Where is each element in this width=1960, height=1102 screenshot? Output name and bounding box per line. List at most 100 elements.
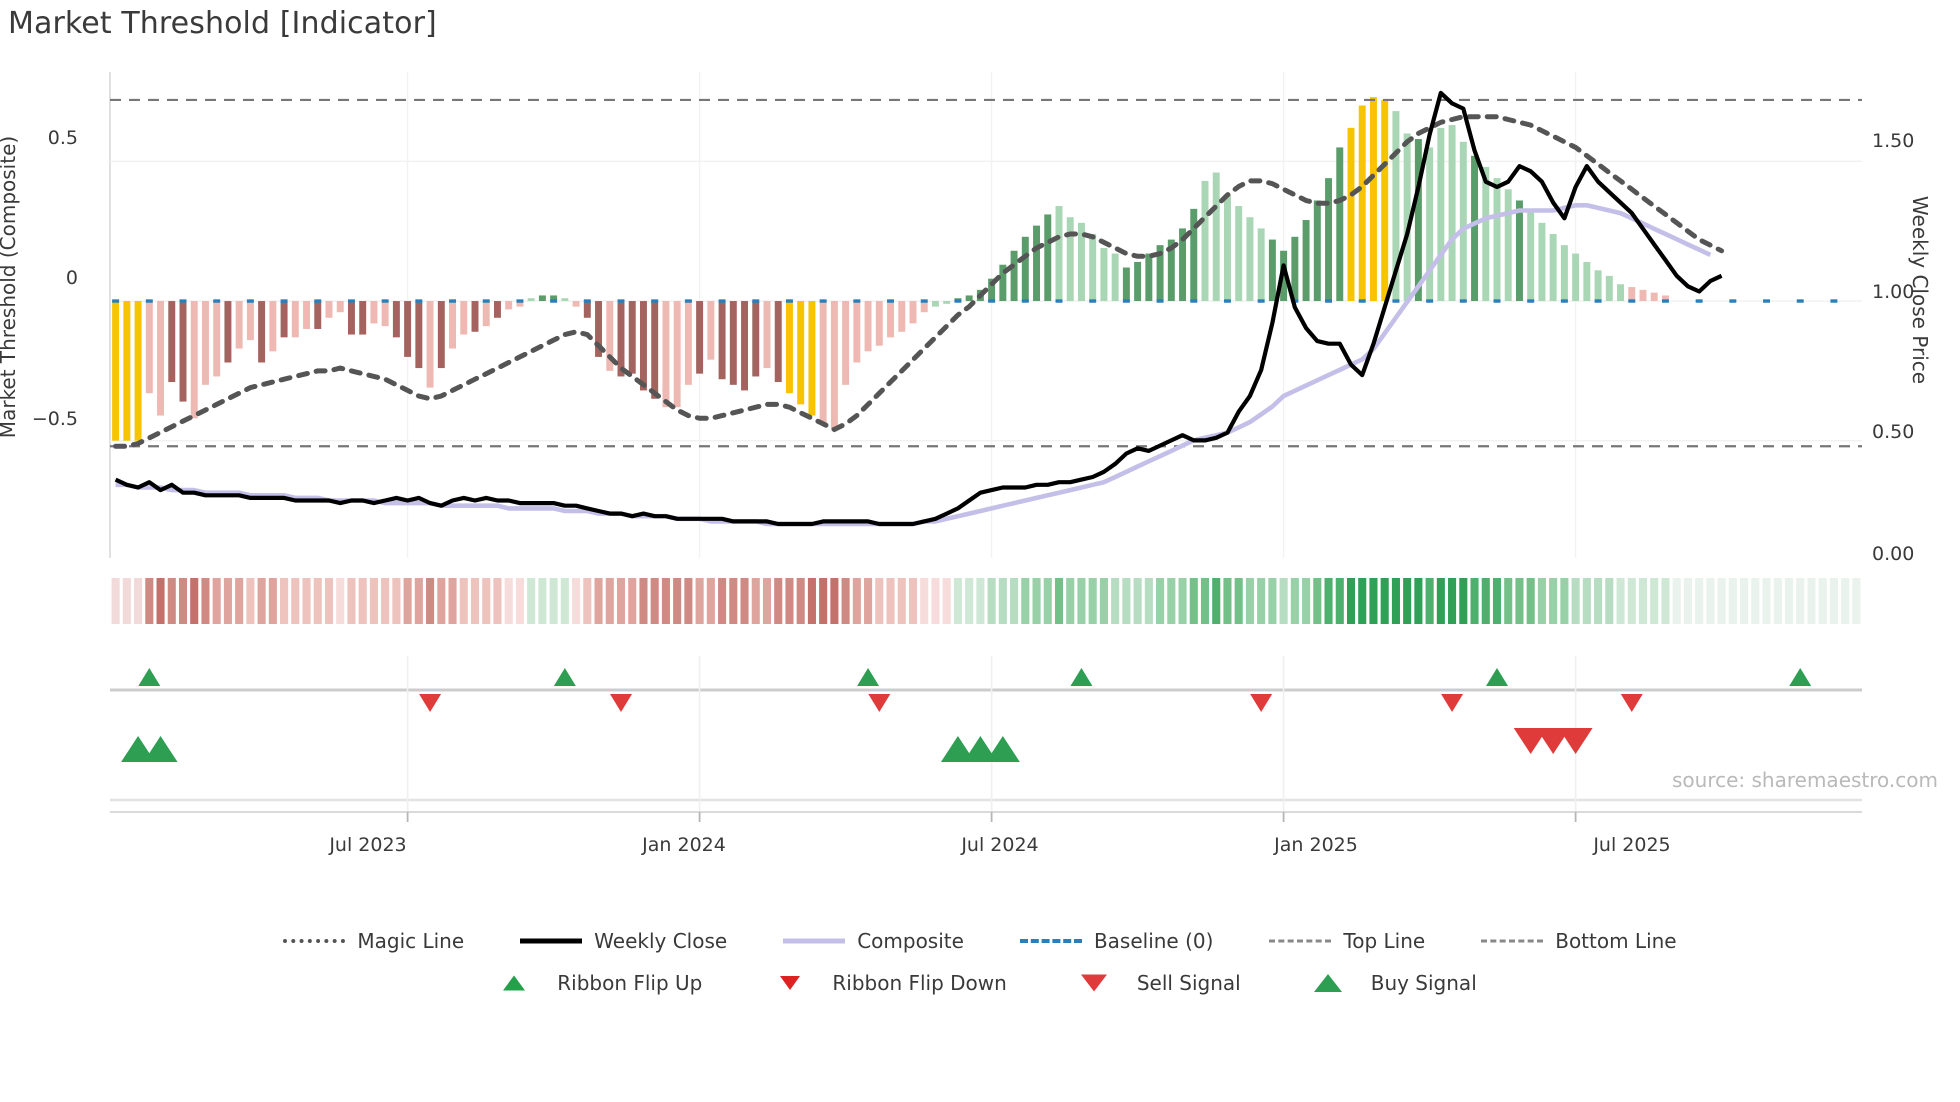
legend-row-1: Magic Line Weekly Close Composite Baseli…	[0, 920, 1960, 962]
histogram-bar	[1145, 253, 1153, 302]
ribbon-cell	[437, 578, 446, 624]
ribbon-cell	[942, 578, 951, 624]
ribbon-cell	[673, 578, 682, 624]
histogram-bar	[235, 301, 243, 349]
ribbon-cell	[1358, 578, 1367, 624]
histogram-bar	[1179, 228, 1187, 302]
ribbon-cell	[785, 578, 794, 624]
histogram-bar	[1504, 189, 1512, 302]
histogram-bar	[999, 264, 1007, 302]
legend-item-sell-signal[interactable]: Sell Signal	[1063, 971, 1241, 995]
histogram-bar	[1661, 295, 1669, 302]
legend-label: Weekly Close	[594, 929, 728, 953]
ribbon-flip-down-marker	[1441, 694, 1464, 712]
histogram-bar	[1369, 97, 1377, 302]
ribbon-cell	[897, 578, 906, 624]
histogram-bar	[943, 301, 951, 304]
histogram-bar	[516, 301, 524, 307]
ribbon-cell	[504, 578, 513, 624]
x-tick-2: Jul 2024	[961, 834, 1039, 856]
ribbon-cell	[1111, 578, 1120, 624]
histogram-bar	[1583, 261, 1591, 302]
histogram-bar	[988, 278, 996, 302]
ribbon-cell	[1661, 578, 1670, 624]
y-tick-left-2: −0.5	[31, 408, 78, 430]
histogram-bar	[1572, 253, 1580, 302]
histogram-bar	[785, 301, 793, 394]
baseline-swatch	[1019, 932, 1082, 950]
legend-item-magic-line[interactable]: Magic Line	[283, 929, 464, 953]
histogram-bar	[280, 301, 288, 338]
histogram-bar	[527, 298, 535, 302]
ribbon-cell	[470, 578, 480, 624]
ribbon-cell	[1425, 578, 1434, 624]
histogram-bar	[606, 301, 614, 371]
histogram-bar	[684, 301, 692, 385]
ribbon-cell	[1391, 578, 1400, 624]
legend-item-top-line[interactable]: Top Line	[1269, 929, 1425, 953]
ribbon-cell	[762, 578, 772, 624]
histogram-bar	[1560, 245, 1568, 302]
ribbon-cell	[1650, 578, 1659, 624]
legend-item-ribbon-flip-down[interactable]: Ribbon Flip Down	[758, 971, 1007, 995]
x-tick-3: Jan 2025	[1274, 834, 1358, 856]
ribbon-cell	[1773, 578, 1782, 624]
histogram-bar	[1190, 208, 1198, 302]
ribbon-cell	[336, 578, 345, 624]
legend-label: Sell Signal	[1136, 971, 1241, 995]
ribbon-cell	[257, 578, 266, 624]
histogram-bar	[347, 301, 355, 335]
histogram-bar	[752, 301, 760, 377]
ribbon-cell	[1099, 578, 1108, 624]
histogram-series	[112, 97, 1669, 441]
legend-item-buy-signal[interactable]: Buy Signal	[1297, 971, 1477, 995]
legend-item-baseline[interactable]: Baseline (0)	[1019, 929, 1213, 953]
histogram-bar	[493, 301, 501, 318]
ribbon-cell	[830, 578, 839, 624]
ribbon-cell	[302, 578, 311, 624]
legend-item-weekly-close[interactable]: Weekly Close	[520, 929, 727, 953]
ribbon-cell	[1167, 578, 1176, 624]
ribbon-cell	[1852, 578, 1861, 624]
histogram-bar	[931, 301, 939, 307]
histogram-bar	[1336, 147, 1344, 302]
buy-signal-marker	[121, 736, 156, 762]
histogram-bar	[595, 301, 603, 357]
histogram-bar	[505, 301, 513, 310]
ribbon-cell	[1751, 578, 1760, 624]
histogram-bar	[381, 301, 389, 327]
ribbon-flip-up-marker	[1789, 668, 1812, 686]
buy-signal-marker	[963, 736, 998, 762]
ribbon-flip-down-marker	[1250, 694, 1273, 712]
histogram-bar	[1538, 222, 1546, 302]
ribbon-cell	[583, 578, 592, 624]
histogram-bar	[628, 301, 636, 374]
ribbon-cell	[931, 578, 940, 624]
ribbon-cell	[1549, 578, 1558, 624]
legend-item-composite[interactable]: Composite	[783, 929, 964, 953]
buy-signal-icon	[1297, 974, 1359, 992]
histogram-bar	[561, 298, 569, 302]
histogram-bar	[965, 295, 973, 302]
ribbon-cell	[987, 578, 996, 624]
histogram-bar	[572, 301, 580, 307]
ribbon-cell	[751, 578, 760, 624]
histogram-bar	[1403, 133, 1411, 302]
ribbon-cell	[852, 578, 861, 624]
legend-item-bottom-line[interactable]: Bottom Line	[1481, 929, 1677, 953]
ribbon-cell	[1537, 578, 1546, 624]
ribbon-cell	[1796, 578, 1805, 624]
ribbon-cell	[1582, 578, 1591, 624]
ribbon-cell	[1818, 578, 1827, 624]
ribbon-cell	[1313, 578, 1322, 624]
ribbon-cell	[560, 578, 569, 624]
ribbon-cell	[1717, 578, 1726, 624]
legend-item-ribbon-flip-up[interactable]: Ribbon Flip Up	[483, 971, 702, 995]
histogram-bar	[1347, 127, 1355, 302]
histogram-bar	[415, 301, 423, 369]
histogram-bar	[707, 301, 715, 360]
histogram-bar	[1549, 234, 1557, 302]
histogram-bar	[639, 301, 647, 391]
histogram-bar	[1021, 236, 1029, 302]
histogram-bar	[1235, 206, 1243, 302]
